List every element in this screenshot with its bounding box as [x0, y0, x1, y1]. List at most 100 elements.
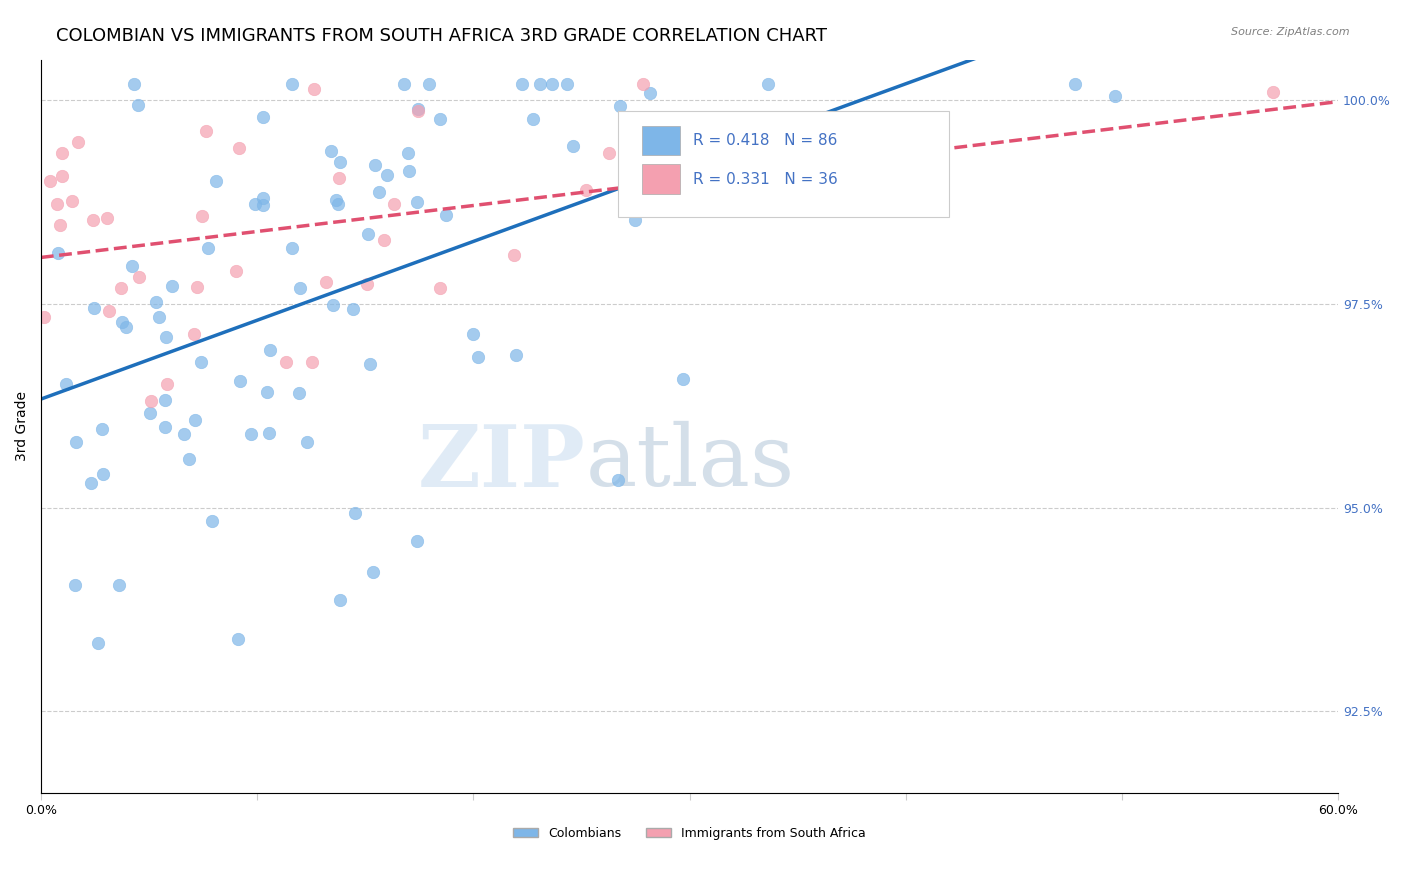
Point — [510, 77, 533, 91]
Point — [276, 355, 298, 369]
Point — [367, 185, 389, 199]
Point — [406, 534, 429, 549]
Point — [145, 295, 167, 310]
Point — [301, 355, 323, 369]
Point — [155, 330, 177, 344]
Point — [672, 372, 695, 386]
Point — [252, 197, 274, 211]
Point — [418, 77, 440, 91]
Point — [359, 357, 381, 371]
Point — [562, 139, 585, 153]
Point — [153, 420, 176, 434]
Point — [325, 193, 347, 207]
Point — [65, 435, 87, 450]
Point — [281, 241, 304, 255]
Point — [467, 350, 489, 364]
Text: atlas: atlas — [586, 421, 794, 504]
Point — [328, 197, 350, 211]
Point — [191, 209, 214, 223]
Point — [252, 110, 274, 124]
Point — [356, 227, 378, 242]
Text: COLOMBIAN VS IMMIGRANTS FROM SOUTH AFRICA 3RD GRADE CORRELATION CHART: COLOMBIAN VS IMMIGRANTS FROM SOUTH AFRIC… — [56, 27, 827, 45]
Point — [429, 281, 451, 295]
Point — [240, 427, 263, 442]
Point — [406, 194, 429, 209]
Point — [83, 301, 105, 315]
Text: R = 0.418   N = 86: R = 0.418 N = 86 — [693, 133, 838, 148]
Point — [257, 425, 280, 440]
Point — [190, 355, 212, 369]
Point — [186, 280, 208, 294]
Legend: Colombians, Immigrants from South Africa: Colombians, Immigrants from South Africa — [508, 822, 870, 845]
Point — [121, 259, 143, 273]
Point — [295, 434, 318, 449]
Text: Source: ZipAtlas.com: Source: ZipAtlas.com — [1232, 27, 1350, 37]
Point — [177, 452, 200, 467]
Point — [529, 77, 551, 91]
Point — [80, 475, 103, 490]
Point — [51, 146, 73, 161]
Point — [319, 145, 342, 159]
Point — [128, 270, 150, 285]
Point — [302, 82, 325, 96]
Point — [98, 303, 121, 318]
Point — [46, 246, 69, 260]
Point — [173, 427, 195, 442]
Point — [228, 141, 250, 155]
Point — [226, 632, 249, 646]
Point — [522, 112, 544, 126]
Point — [624, 213, 647, 227]
Point — [503, 247, 526, 261]
Point — [148, 310, 170, 325]
Point — [49, 219, 72, 233]
Point — [315, 276, 337, 290]
Point — [87, 635, 110, 649]
Point — [827, 153, 849, 168]
Point — [287, 385, 309, 400]
Point — [124, 77, 146, 91]
Point — [256, 385, 278, 400]
Point — [108, 577, 131, 591]
Point — [65, 578, 87, 592]
Point — [204, 174, 226, 188]
Point — [373, 233, 395, 247]
Point — [1104, 89, 1126, 103]
Point — [156, 377, 179, 392]
Point — [39, 173, 62, 187]
Point — [55, 377, 77, 392]
Text: R = 0.331   N = 36: R = 0.331 N = 36 — [693, 171, 838, 186]
FancyBboxPatch shape — [641, 164, 681, 194]
Point — [408, 104, 430, 119]
Point — [392, 77, 415, 91]
Point — [91, 467, 114, 482]
FancyBboxPatch shape — [619, 111, 949, 217]
Point — [328, 593, 350, 607]
Point — [664, 120, 686, 135]
Text: ZIP: ZIP — [418, 421, 586, 505]
Point — [91, 422, 114, 436]
Point — [638, 86, 661, 100]
Point — [195, 124, 218, 138]
Point — [201, 514, 224, 528]
Point — [756, 77, 779, 91]
Point — [396, 145, 419, 160]
Point — [32, 310, 55, 325]
Point — [281, 77, 304, 91]
Point — [96, 211, 118, 226]
Point — [356, 277, 378, 291]
Point — [259, 343, 281, 357]
Point — [434, 208, 457, 222]
Point — [574, 183, 596, 197]
Point — [598, 145, 620, 160]
Point — [329, 154, 352, 169]
Point — [115, 320, 138, 334]
Point — [541, 77, 564, 91]
Point — [429, 112, 451, 126]
Point — [1064, 77, 1087, 91]
Point — [461, 326, 484, 341]
Point — [609, 98, 631, 112]
Point — [322, 298, 344, 312]
Point — [51, 169, 73, 183]
Point — [60, 194, 83, 208]
FancyBboxPatch shape — [641, 126, 681, 155]
